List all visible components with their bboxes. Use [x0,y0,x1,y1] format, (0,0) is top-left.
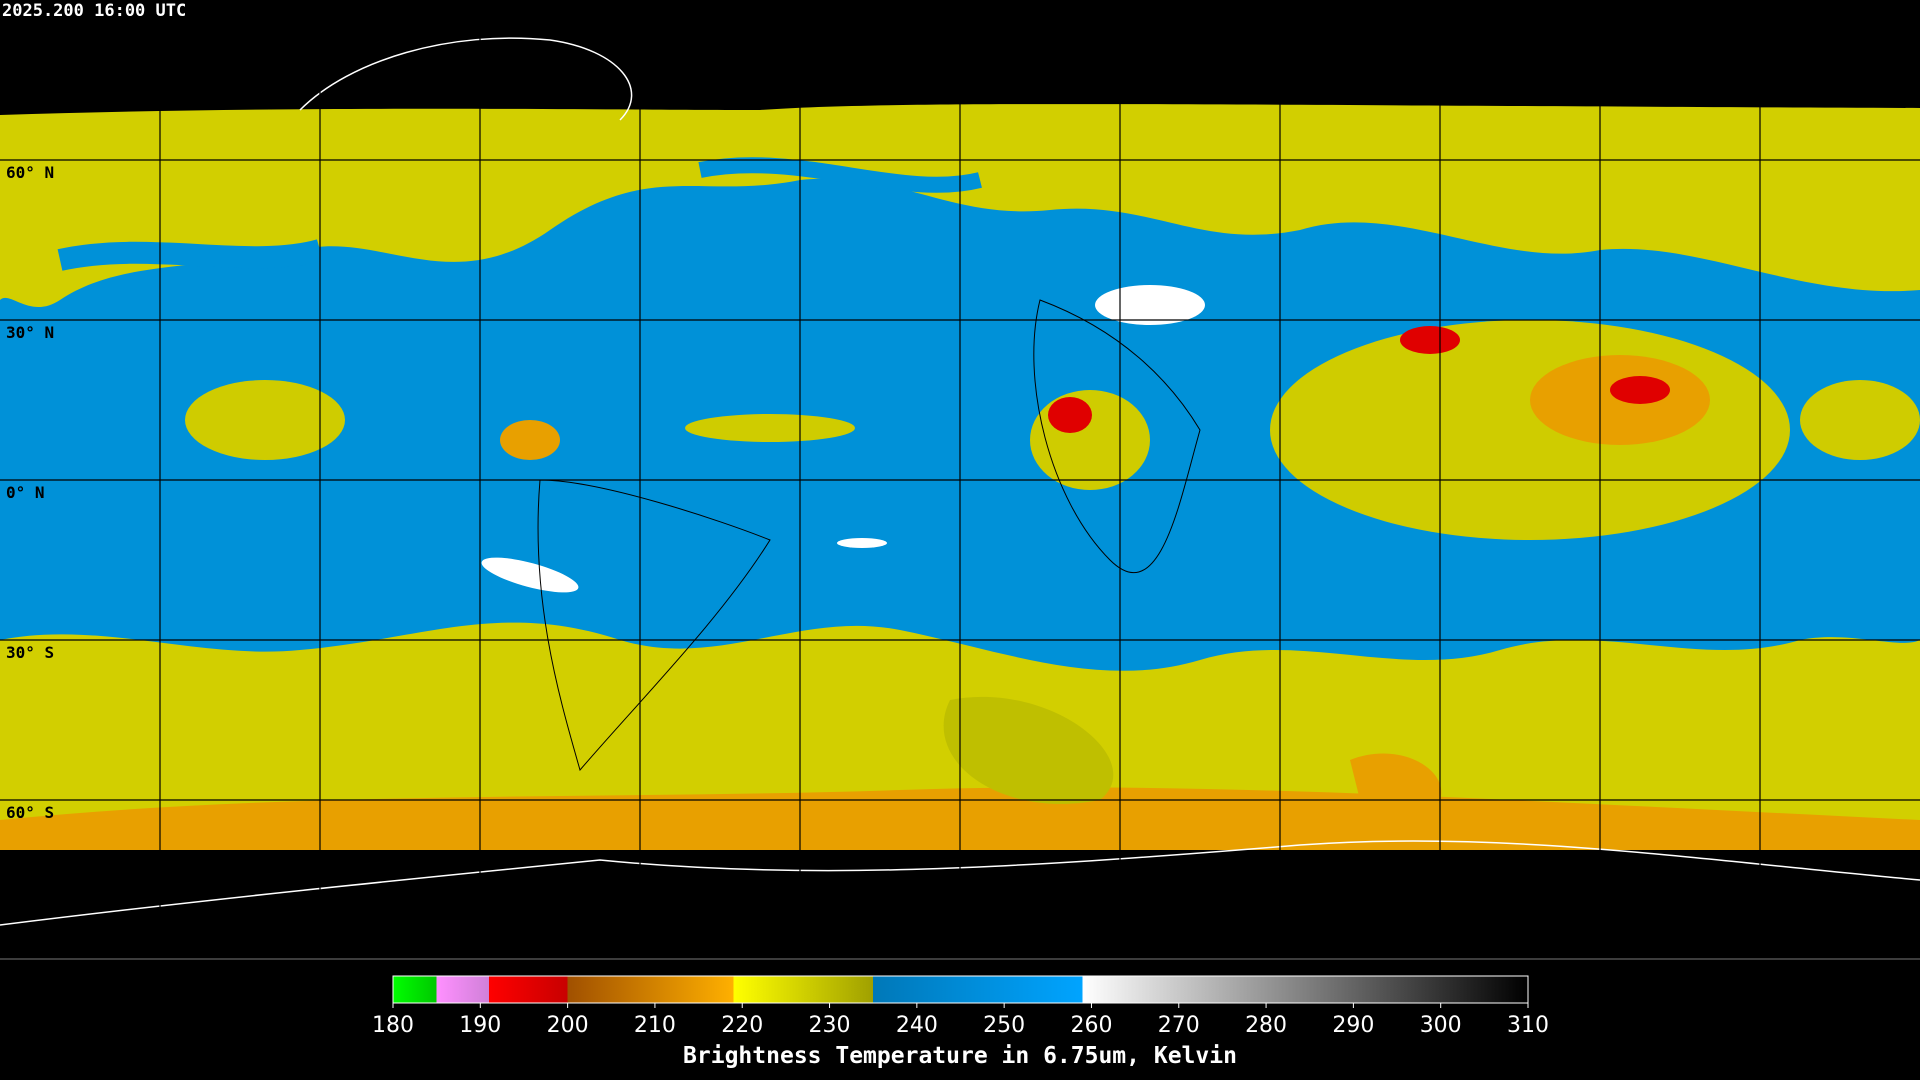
convection-central-america [500,420,560,460]
colorbar-tick-label: 300 [1420,1013,1462,1038]
convection-east [1800,380,1920,460]
colorbar-tick-label: 260 [1070,1013,1112,1038]
very-dry [481,557,579,593]
itcz [685,414,855,442]
colorbar-tick-label: 230 [809,1013,851,1038]
coastline [537,479,771,772]
graticule: 60° N 30° N 0° N 30° S 60° S [0,159,1920,960]
convection-peak [1048,397,1092,433]
convection-peak [1400,326,1460,354]
colorbar-tick-label: 310 [1507,1013,1549,1038]
colorbar-tick-label: 280 [1245,1013,1287,1038]
timestamp: 2025.200 16:00 UTC [2,1,186,21]
latitude-label: 30° N [6,323,54,342]
colorbar-tick-label: 270 [1158,1013,1200,1038]
colorbar-tick-label: 250 [983,1013,1025,1038]
coastline [1033,299,1201,574]
convection-africa [1030,390,1150,490]
very-dry [837,538,887,548]
dry-streak [698,157,982,193]
convection-pacific [185,380,345,460]
latitude-label: 30° S [6,643,54,662]
colorbar-tick-label: 220 [721,1013,763,1038]
convection-peak [1610,376,1670,404]
colorbar-tick-label: 240 [896,1013,938,1038]
colorbar: 180 190 200 210 220 230 240 250 260 270 280 290 300 3… [372,975,1549,1038]
coastline [0,840,1920,926]
very-dry [1095,285,1205,325]
colorbar-label: Brightness Temperature in 6.75um, Kelvin [683,1043,1237,1069]
latitude-label: 60° N [6,163,54,182]
colorbar-tick-label: 190 [459,1013,501,1038]
cold-patch [1350,753,1442,800]
colorbar-ramp [392,975,1529,1004]
dry-streak [57,239,324,271]
colorbar-tick-label: 180 [372,1013,414,1038]
latitude-label: 0° N [6,483,45,502]
colorbar-tick-label: 290 [1332,1013,1374,1038]
latitude-label: 60° S [6,803,54,822]
swirl [943,696,1114,804]
colorbar-tick-label: 200 [547,1013,589,1038]
colorbar-tick-label: 210 [634,1013,676,1038]
convection-asia [1270,320,1790,540]
coastline [299,37,633,121]
